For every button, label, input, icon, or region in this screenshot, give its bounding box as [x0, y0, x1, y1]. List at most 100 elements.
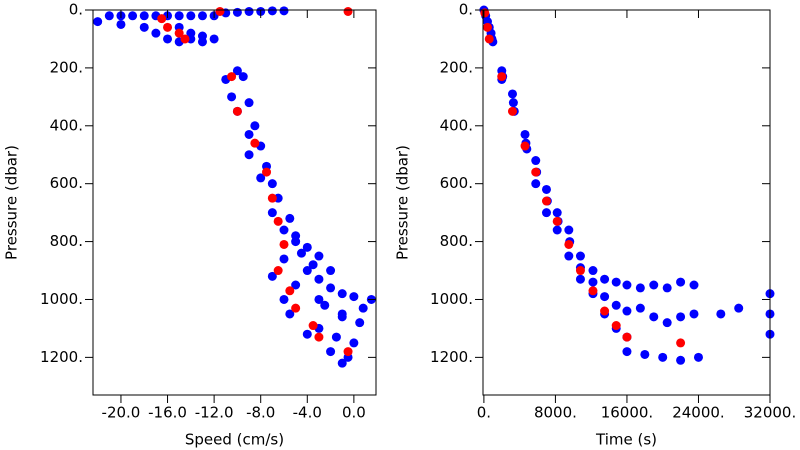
point [279, 239, 289, 249]
point [520, 141, 530, 151]
point [611, 300, 621, 310]
point [244, 150, 254, 160]
point [279, 225, 289, 235]
x-tick-label: -20.0 [102, 404, 141, 422]
point [552, 225, 562, 235]
point [575, 266, 585, 276]
point [285, 309, 295, 319]
point [232, 7, 242, 17]
point [552, 216, 562, 226]
point [349, 292, 359, 302]
point [302, 329, 312, 339]
point [267, 179, 277, 189]
y-tick-label: 1200. [40, 348, 83, 366]
point [232, 106, 242, 116]
point [508, 89, 518, 99]
point [308, 321, 318, 331]
y-tick-label: 800. [440, 232, 473, 250]
point [689, 280, 699, 290]
point [186, 11, 196, 21]
point [622, 347, 632, 357]
point [302, 242, 312, 252]
x-tick-label: -8.0 [246, 404, 275, 422]
point [635, 283, 645, 293]
point [343, 6, 353, 16]
x-tick-label: 16000. [601, 404, 654, 422]
point [174, 28, 184, 38]
point [611, 277, 621, 287]
point [326, 266, 336, 276]
point [541, 196, 551, 206]
point [349, 338, 359, 348]
point [267, 271, 277, 281]
point [227, 72, 237, 82]
point [600, 274, 610, 284]
y-tick-label: 600. [50, 174, 83, 192]
x-tick-label: 32000. [744, 404, 797, 422]
point [531, 167, 541, 177]
point [151, 28, 161, 38]
point [520, 129, 530, 139]
y-tick-label: 1000. [430, 290, 473, 308]
y-tick-label: 0. [459, 1, 473, 19]
point [541, 184, 551, 194]
point [244, 98, 254, 108]
point [279, 294, 289, 304]
point [128, 11, 138, 21]
point [163, 34, 173, 44]
point [157, 14, 167, 24]
point [174, 11, 184, 21]
point [279, 6, 289, 16]
point [575, 274, 585, 284]
point [649, 312, 659, 322]
y-tick-label: 200. [440, 58, 473, 76]
point [689, 309, 699, 319]
x-tick-label: 0. [477, 404, 491, 422]
point [244, 129, 254, 139]
x-tick-label: -12.0 [195, 404, 234, 422]
point [267, 208, 277, 218]
point [139, 11, 149, 21]
point [508, 106, 518, 116]
point [564, 239, 574, 249]
x-tick-label: -4.0 [293, 404, 322, 422]
point [358, 303, 368, 313]
point [326, 283, 336, 293]
x-tick-label: 24000. [672, 404, 725, 422]
point [343, 347, 353, 357]
point [320, 300, 330, 310]
point [209, 34, 219, 44]
point [676, 338, 686, 348]
point [180, 34, 190, 44]
point [588, 266, 598, 276]
point [484, 34, 494, 44]
y-tick-label: 200. [50, 58, 83, 76]
point [588, 277, 598, 287]
point [541, 208, 551, 218]
point [600, 306, 610, 316]
point [244, 6, 254, 16]
point [588, 286, 598, 296]
y-tick-label: 1200. [430, 348, 473, 366]
point [716, 309, 726, 319]
point [291, 231, 301, 241]
point [291, 280, 301, 290]
point [600, 292, 610, 302]
point [267, 193, 277, 203]
point [250, 121, 260, 131]
point [337, 358, 347, 368]
point [355, 318, 365, 328]
x-tick-label: 0.0 [342, 404, 366, 422]
y-tick-label: 600. [440, 174, 473, 192]
point [662, 283, 672, 293]
point [531, 179, 541, 189]
x-tick-label: 8000. [534, 404, 577, 422]
point [326, 347, 336, 357]
point [622, 306, 632, 316]
x-tick-label: -16.0 [148, 404, 187, 422]
point [734, 303, 744, 313]
point [337, 289, 347, 299]
point [308, 260, 318, 270]
point [273, 266, 283, 276]
